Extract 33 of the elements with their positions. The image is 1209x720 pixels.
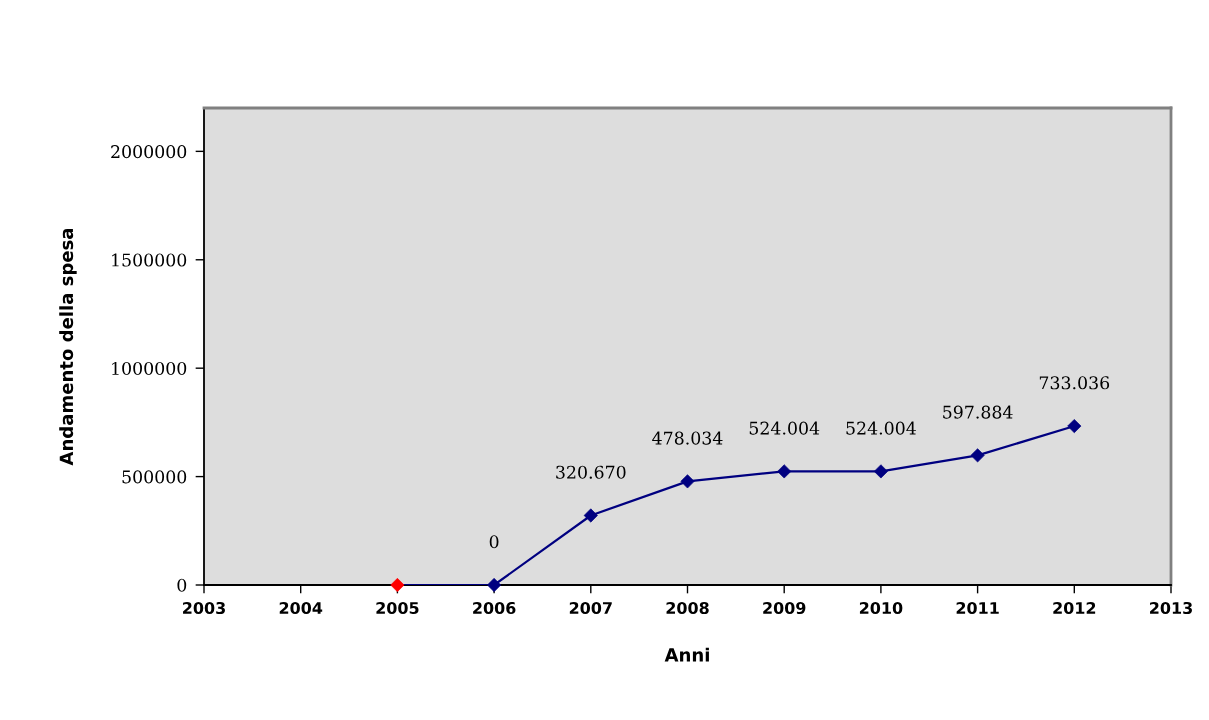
data-label: 524.004 bbox=[846, 421, 916, 435]
y-tick-label: 0 bbox=[177, 578, 187, 592]
y-tick-label: 1500000 bbox=[112, 253, 187, 267]
point bbox=[1067, 419, 1082, 434]
point bbox=[583, 508, 598, 523]
x-tick-label: 2013 bbox=[1150, 601, 1192, 615]
point bbox=[487, 577, 502, 593]
y-tick-label: 500000 bbox=[122, 470, 187, 484]
y-tick-label: 1000000 bbox=[112, 361, 187, 376]
x-tick-label: 2010 bbox=[859, 601, 903, 615]
x-tick-label: 2012 bbox=[1053, 601, 1096, 615]
point bbox=[970, 448, 985, 463]
point bbox=[777, 464, 792, 479]
y-axis-title: Andamento della spesa bbox=[59, 228, 77, 466]
x-tick-label: 2007 bbox=[569, 601, 612, 615]
data-label: 478.034 bbox=[652, 431, 723, 445]
data-label: 524.004 bbox=[749, 421, 820, 435]
x-tick-label: 2008 bbox=[666, 601, 709, 615]
x-tick-label: 2004 bbox=[279, 601, 323, 615]
point bbox=[680, 474, 695, 489]
x-tick-label: 2003 bbox=[183, 601, 225, 615]
x-tick-label: 2006 bbox=[473, 601, 516, 615]
x-tick-label: 2009 bbox=[763, 601, 806, 615]
data-label: 733.036 bbox=[1039, 376, 1110, 390]
point bbox=[390, 577, 405, 593]
x-tick-label: 2011 bbox=[956, 601, 999, 615]
data-label: 597.884 bbox=[943, 405, 1013, 419]
x-tick-label: 2005 bbox=[376, 601, 419, 615]
y-tick-label: 2000000 bbox=[111, 145, 187, 159]
point bbox=[873, 464, 888, 479]
data-label: 320.670 bbox=[556, 465, 626, 479]
data-label: 0 bbox=[489, 535, 499, 549]
x-axis-title: Anni bbox=[664, 647, 709, 662]
